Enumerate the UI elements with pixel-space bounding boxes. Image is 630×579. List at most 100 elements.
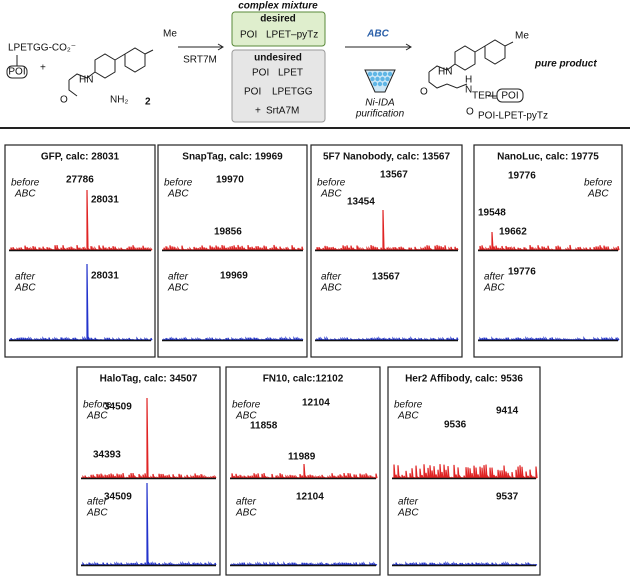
before-label: before	[232, 400, 261, 411]
enzyme: SrtA7M	[266, 106, 299, 117]
arrowhead	[217, 43, 224, 51]
bead	[377, 71, 383, 77]
panel	[157, 144, 308, 358]
peak-label: 11858	[250, 421, 278, 432]
after-label: ABC	[483, 283, 505, 294]
spectrum	[162, 244, 304, 251]
desired-box	[231, 11, 326, 47]
hn: HN	[438, 67, 452, 78]
peak-label: 34509	[104, 402, 132, 413]
amine: NH₂	[110, 95, 128, 106]
after-label: after	[321, 272, 342, 283]
before-label: before	[317, 178, 346, 189]
undesired-box	[231, 49, 326, 123]
purification: purification	[355, 109, 405, 120]
panel-title: NanoLuc, calc: 19775	[497, 152, 599, 163]
h: H	[465, 75, 472, 86]
panel	[473, 144, 623, 358]
product-name: POI-LPET-pyTz	[478, 111, 548, 122]
peak-label: 28031	[91, 195, 119, 206]
purification: Ni-IDA	[365, 98, 395, 109]
bead	[372, 81, 378, 87]
spectrum	[315, 335, 459, 341]
bead	[380, 76, 385, 82]
after-label: after	[398, 497, 419, 508]
bead	[375, 76, 380, 82]
o: O	[60, 95, 68, 106]
peak-label: 19548	[478, 208, 506, 219]
peak-label: 13567	[380, 170, 408, 181]
spectrum	[230, 463, 378, 479]
peak-label: 12104	[302, 398, 330, 409]
spectrum	[162, 335, 304, 341]
seq: TEPL	[472, 91, 497, 102]
before-label: ABC	[86, 411, 108, 422]
compound: 2	[145, 97, 151, 108]
methyl: Me	[163, 29, 177, 40]
before-label: before	[584, 178, 613, 189]
bead	[367, 71, 373, 77]
peak-label: 34393	[93, 450, 121, 461]
structure	[68, 47, 154, 97]
plus: +	[255, 106, 261, 117]
before-label: ABC	[167, 189, 189, 200]
peak-label: 19776	[508, 267, 536, 278]
peak-label: 19969	[220, 271, 248, 282]
before-label: ABC	[235, 411, 257, 422]
spectrum	[315, 209, 459, 251]
peak-label: 19662	[499, 227, 527, 238]
spectrum	[478, 335, 620, 341]
after-label: ABC	[14, 283, 36, 294]
mixture-title: complex mixture	[238, 1, 318, 12]
tag: POI	[240, 30, 257, 41]
panel-title: SnapTag, calc: 19969	[182, 152, 283, 163]
before-label: before	[11, 178, 40, 189]
before-label: before	[83, 400, 112, 411]
peak-label: 27786	[66, 175, 94, 186]
desired: desired	[260, 14, 296, 25]
column	[364, 69, 396, 93]
panel-title: FN10, calc:12102	[263, 374, 344, 385]
after-label: ABC	[320, 283, 342, 294]
panel-title: HaloTag, calc: 34507	[100, 374, 198, 385]
before-label: ABC	[397, 411, 419, 422]
before-label: ABC	[587, 189, 609, 200]
bead	[372, 71, 378, 77]
after-label: after	[15, 272, 36, 283]
peak-label: 19776	[508, 171, 536, 182]
n: N	[465, 85, 472, 96]
spectrum	[392, 560, 538, 566]
peak-label: 9536	[444, 420, 467, 431]
after-label: after	[484, 272, 505, 283]
bead	[387, 71, 393, 77]
before-label: before	[394, 400, 423, 411]
item: LPETGG	[272, 87, 313, 98]
peak-label: 13567	[372, 272, 400, 283]
after-label: after	[87, 497, 108, 508]
panel-title: GFP, calc: 28031	[41, 152, 120, 163]
desired-product: LPET–pyTz	[266, 30, 318, 41]
item: LPET	[278, 68, 303, 79]
spectrum	[81, 482, 217, 566]
panel-title: Her2 Affibody, calc: 9536	[405, 374, 523, 385]
peak-label: 11989	[288, 452, 316, 463]
bead	[377, 81, 383, 87]
enzyme: SRT7M	[183, 55, 217, 66]
peak-label: 12104	[296, 492, 324, 503]
before-label: ABC	[14, 189, 36, 200]
spectrum	[230, 561, 378, 566]
scheme	[0, 11, 630, 129]
peak-label: 19856	[214, 227, 242, 238]
methyl: Me	[515, 31, 529, 42]
panel	[225, 366, 381, 576]
peak-label: 34509	[104, 492, 132, 503]
after-label: ABC	[167, 283, 189, 294]
plus: +	[40, 63, 46, 74]
after-label: after	[236, 497, 257, 508]
column-beads	[367, 71, 393, 87]
o: O	[466, 107, 474, 118]
bead	[382, 81, 388, 87]
o: O	[420, 87, 428, 98]
tag: POI	[501, 91, 518, 102]
tag: POI	[8, 67, 25, 78]
